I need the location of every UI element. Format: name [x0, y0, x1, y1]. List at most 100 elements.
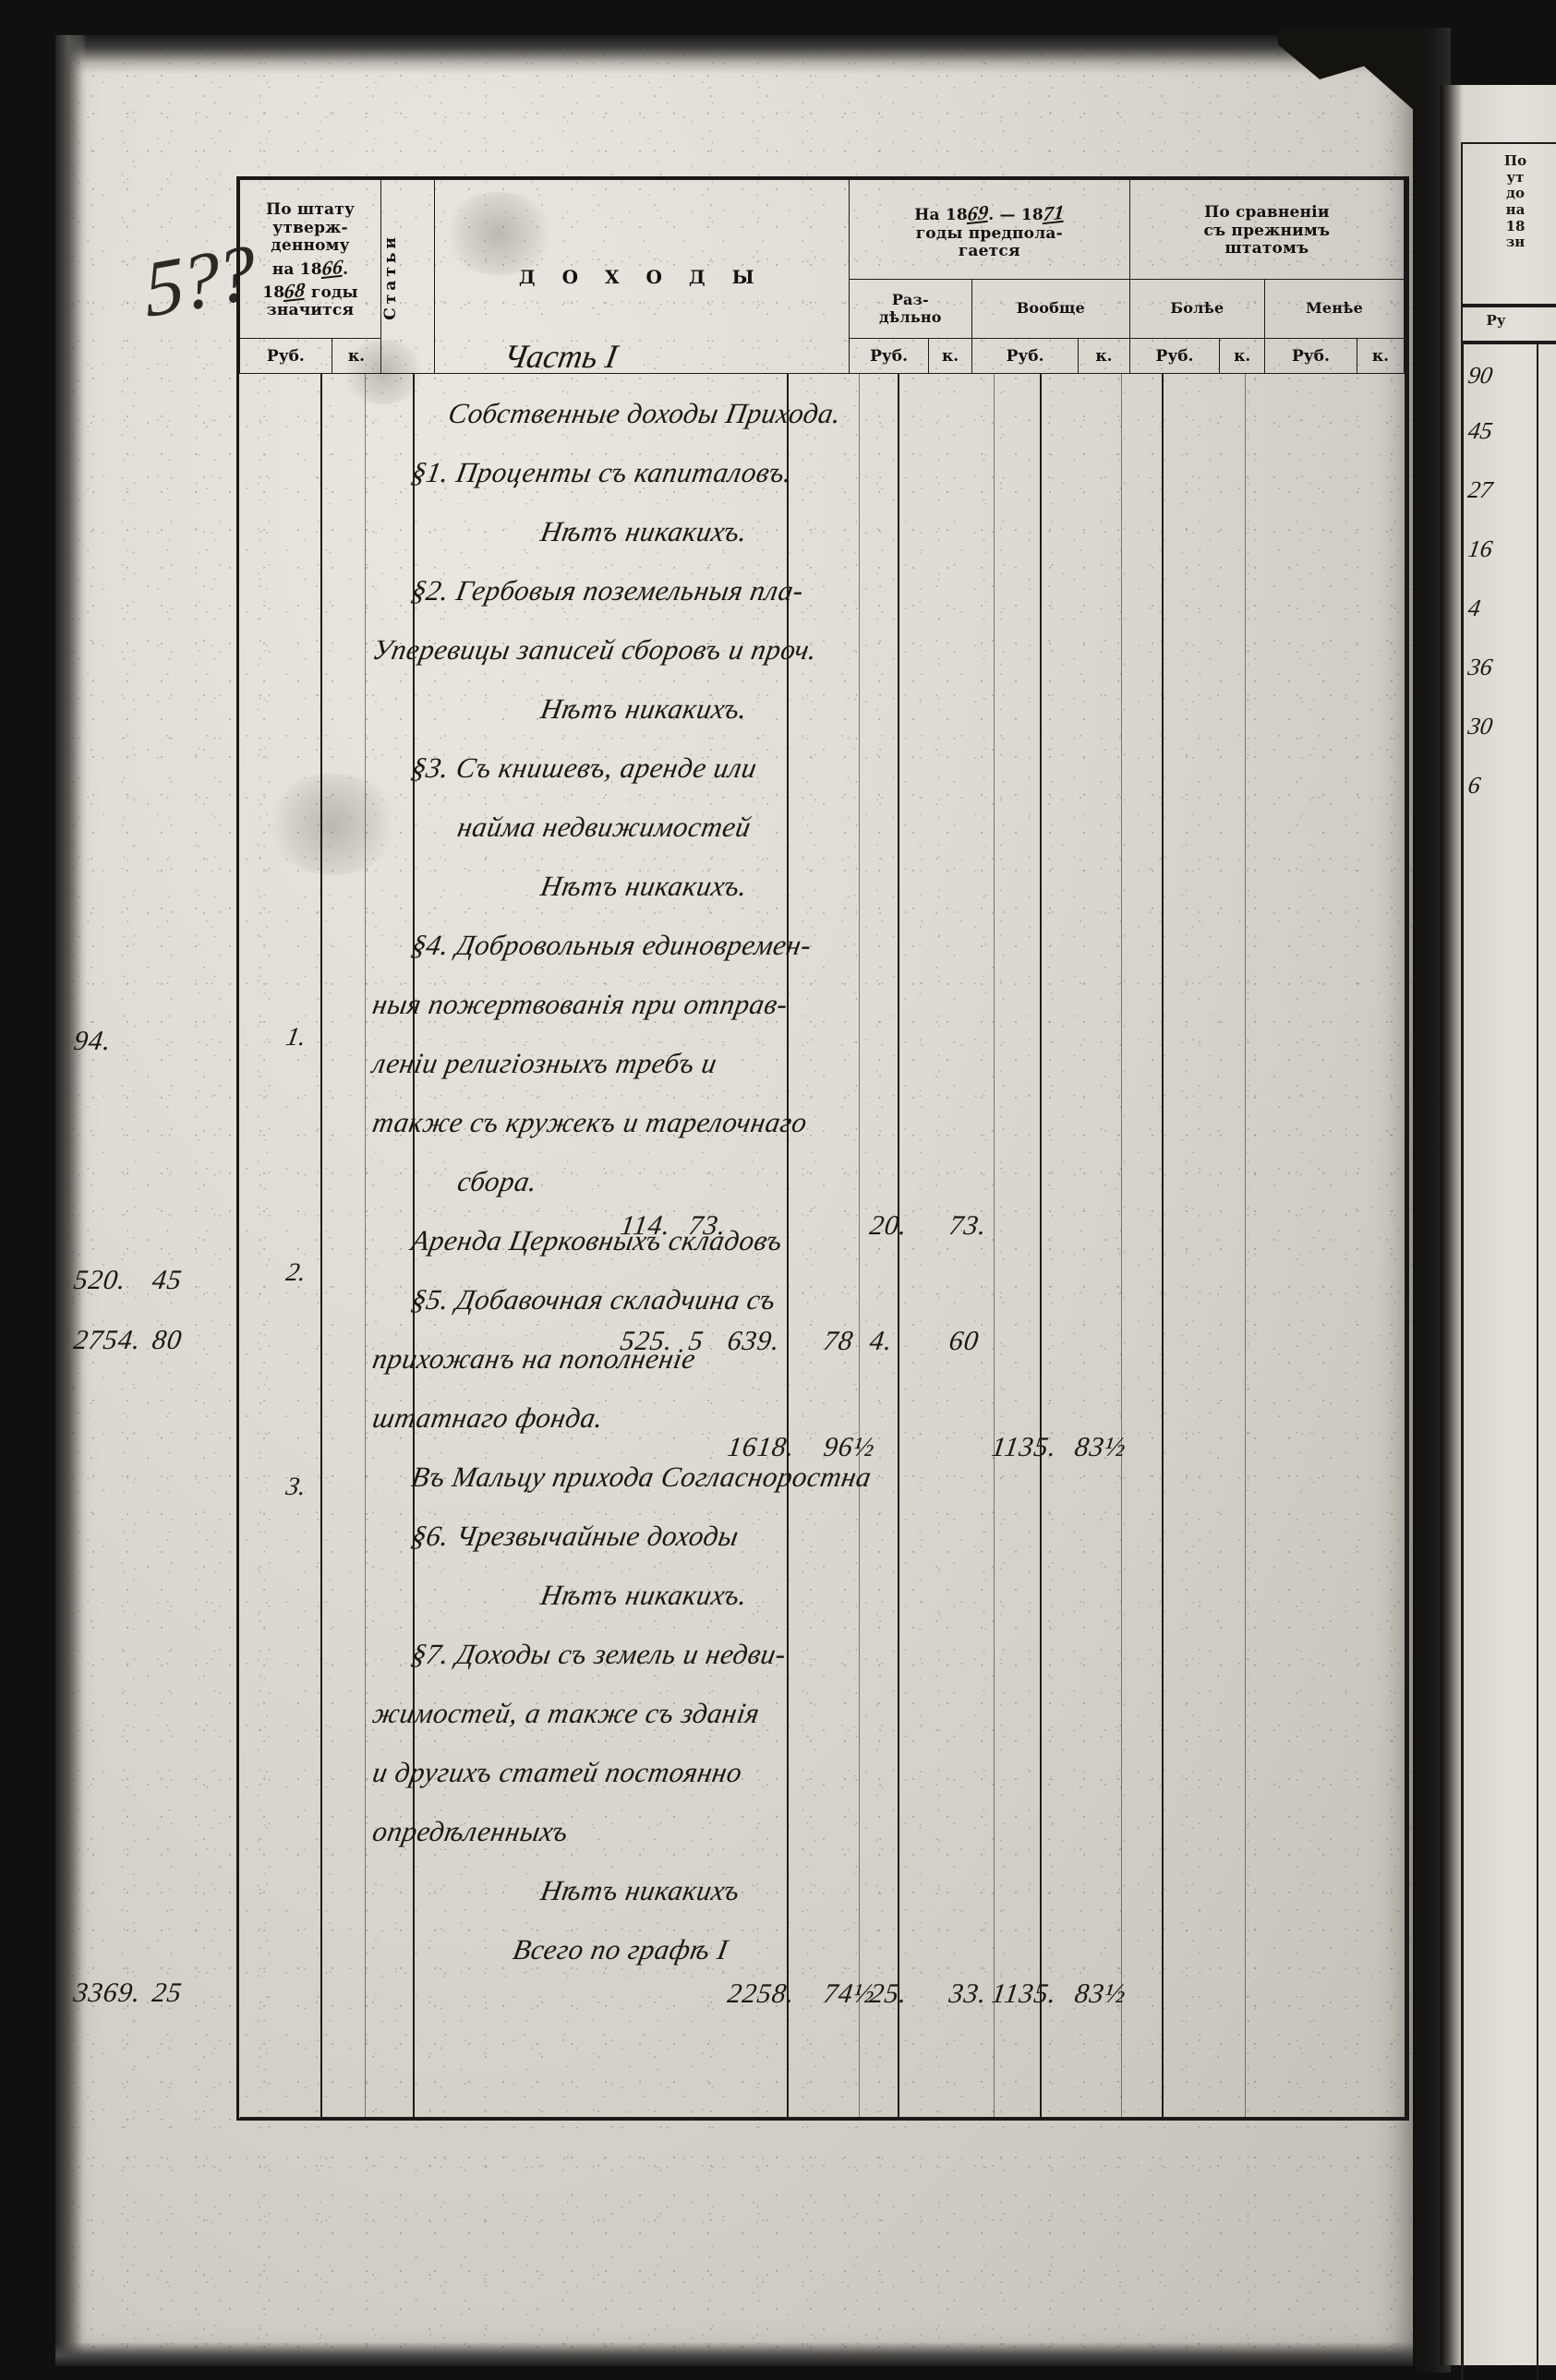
ledger-entry-text: Уперевицы записей сборовъ и проч.: [369, 633, 820, 666]
facing-number: 45: [1466, 417, 1495, 444]
prev-budget-rub: 2754.: [71, 1325, 143, 1355]
facing-number: 4: [1466, 595, 1483, 621]
sheet-top-edge: [55, 35, 1413, 74]
menee-a: Менѣе: [1306, 299, 1364, 318]
prev-budget-kop: 80: [150, 1325, 185, 1355]
header-proposed: На 1869. — 1871 годы предпола- гается: [848, 179, 1130, 280]
facing-rule: [1461, 341, 1556, 343]
header-subject-cell: Д О Х О Д Ы: [433, 179, 850, 374]
ledger-entry-text: §6. Чрезвычайные доходы: [408, 1520, 742, 1552]
article-number: 3.: [283, 1472, 308, 1501]
razdelno-a: Раз-: [891, 291, 929, 309]
ledger-entry-text: Нѣтъ никакихъ.: [537, 692, 751, 725]
amount-rub: 4.: [867, 1326, 895, 1356]
proposed-line2: годы предпола-: [915, 223, 1063, 243]
facing-page: По ут до на 18 зн Ру 90 45 27 16 4 36 30 6: [1441, 85, 1556, 2380]
hdr-line-4: на 18: [271, 259, 322, 279]
amount-kop: 73.: [947, 1210, 989, 1241]
ledger-entry-text: Нѣтъ никакихъ.: [537, 870, 751, 902]
unit-razdelno-rub: Руб.: [848, 338, 930, 374]
hdr-line-5: 18: [262, 282, 285, 302]
facing-vline-mid: [1537, 341, 1538, 2380]
unit-prev-rub: Руб.: [239, 338, 332, 374]
proposed-prefix: На 18: [914, 206, 968, 225]
amount-rub: 1135.: [989, 1978, 1059, 2009]
amount-kop: 33.: [947, 1978, 989, 2009]
ledger-entry-text: §5. Добавочная складчина съ: [408, 1283, 778, 1316]
ledger-entry-text: §3. Съ книшевъ, аренде или: [408, 751, 760, 784]
razdelno-b: дѣльно: [879, 307, 942, 326]
ledger-entry-text: ленiи религiозныхъ требъ и: [369, 1047, 720, 1079]
facing-vline-left: [1461, 341, 1464, 2380]
prev-budget-rub: 520.: [71, 1265, 128, 1295]
proposed-line3: гается: [958, 242, 1020, 261]
ledger-entry-text: штатнаго фонда.: [369, 1401, 607, 1434]
comparison-line1: По сравненiи: [1204, 203, 1330, 222]
ledger-entry-text: жимостей, а также съ зданiя: [369, 1697, 763, 1729]
ledger-entry-text: сбора.: [454, 1165, 540, 1197]
facing-number: 27: [1466, 476, 1495, 503]
amount-kop: 96½: [821, 1432, 877, 1462]
facing-number: 36: [1466, 654, 1495, 680]
header-articles-cell: Статьи: [380, 179, 435, 374]
header-subject-label: Д О Х О Д Ы: [518, 265, 765, 288]
comparison-line3: штатомъ: [1224, 239, 1309, 258]
ledger-entry-text: ныя пожертвованiя при отправ-: [369, 988, 790, 1020]
amount-rub: 1135.: [989, 1432, 1059, 1462]
sheet-bottom-edge: [55, 2342, 1413, 2366]
unit-bolee-rub: Руб.: [1128, 338, 1221, 374]
bolee-a: Болѣе: [1170, 299, 1224, 318]
header-prev-budget: По штату утверж- денному на 1866. 1868 г…: [238, 179, 382, 339]
unit-prev-kop: к.: [331, 338, 382, 374]
amount-kop: 78: [821, 1326, 856, 1356]
ledger-entry-text: §7. Доходы съ земель и недви-: [408, 1638, 790, 1670]
prev-budget-rub: 94.: [71, 1026, 114, 1056]
ledger-entry-text: §2. Гербовыя поземельныя пла-: [408, 574, 807, 607]
header-razdelno: Раз- дѣльно: [848, 279, 972, 339]
ledger-table: По штату утверж- денному на 1866. 1868 г…: [236, 176, 1407, 2121]
amount-rub: 639.: [725, 1326, 782, 1356]
facing-number: 30: [1466, 713, 1495, 739]
amount-rub: 2258.: [725, 1978, 797, 2009]
amount-rub: 114.: [618, 1210, 673, 1241]
amount-kop: 73.: [686, 1210, 729, 1241]
amount-rub: 1618.: [725, 1432, 797, 1462]
hdr-line-7: значится: [266, 301, 355, 320]
ledger-entry-text: Нѣтъ никакихъ: [537, 1874, 743, 1906]
hdr-line-1: По штату: [265, 200, 356, 220]
amount-rub: 525.: [618, 1326, 675, 1356]
header-voobshe: Вообще: [971, 279, 1130, 339]
ledger-entry-text: найма недвижимостей: [454, 811, 754, 843]
ledger-entry-text: Аренда Церковныхъ складовъ: [408, 1224, 786, 1256]
facing-header-box: [1461, 142, 1556, 307]
ledger-entry-text: и другихъ статей постоянно: [369, 1756, 745, 1788]
handwriting-layer: Часть I Собственные доходы Прихода. §1. Пр…: [55, 35, 1413, 2366]
prev-budget-kop: 25: [150, 1977, 185, 2008]
ledger-entry-text: также съ кружекъ и тарелочнаго: [369, 1106, 810, 1138]
article-number: 2.: [283, 1258, 308, 1287]
comparison-line2: съ прежнимъ: [1203, 221, 1331, 240]
prev-budget-kop: 45: [150, 1265, 185, 1295]
ledger-entry-text: Часть I: [501, 338, 621, 375]
facing-subheader-box: [1461, 304, 1556, 344]
facing-number: 6: [1466, 772, 1483, 799]
header-bolee: Болѣе: [1128, 279, 1266, 339]
ledger-header-table: По штату утверж- денному на 1866. 1868 г…: [238, 179, 1405, 2118]
unit-menee-kop: к.: [1356, 338, 1405, 374]
hdr-line-3: денному: [271, 236, 350, 256]
hdr-line-6: годы: [305, 282, 358, 302]
ledger-entry-text: §1. Проценты съ капиталовъ.: [408, 456, 795, 488]
prev-budget-rub: 3369.: [71, 1977, 143, 2008]
sheet-left-edge: [55, 35, 87, 2366]
ledger-entry-text: опредѣленныхъ: [369, 1815, 572, 1847]
unit-voobshe-kop: к.: [1078, 338, 1130, 374]
ledger-entry-text: Нѣтъ никакихъ.: [537, 515, 751, 547]
hdr-line-2: утверж-: [272, 218, 348, 237]
voobshe-a: Вообще: [1016, 299, 1085, 318]
article-number: 1.: [283, 1023, 308, 1052]
ledger-entry-text: §4. Добровольныя единовремен-: [408, 929, 814, 961]
ledger-entry-text: Всего по графѣ I: [510, 1933, 731, 1965]
facing-number: 90: [1466, 362, 1495, 389]
header-menee: Менѣе: [1264, 279, 1405, 339]
amount-kop: 83½: [1072, 1432, 1128, 1462]
